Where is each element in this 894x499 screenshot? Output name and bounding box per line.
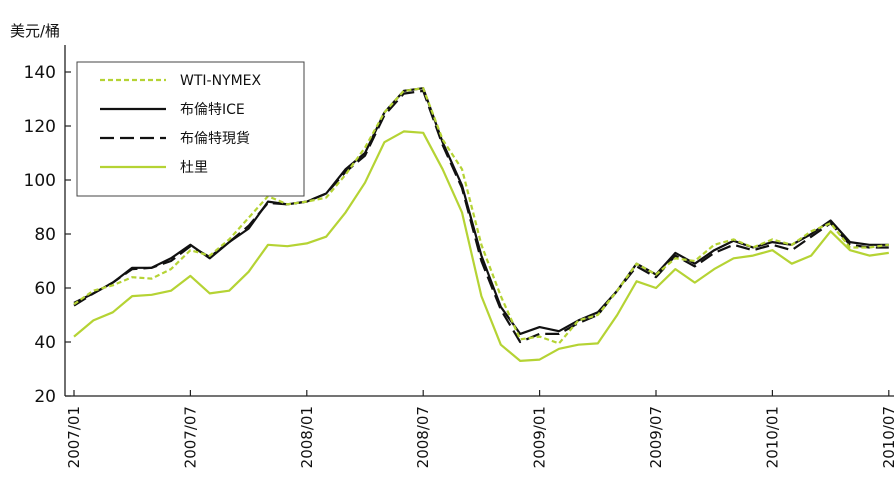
x-tick-label: 2008/01 (298, 406, 316, 468)
y-tick-label: 60 (34, 279, 56, 299)
y-tick-label: 120 (24, 117, 56, 137)
x-tick-label: 2007/01 (65, 406, 83, 468)
y-axis-label: 美元/桶 (10, 22, 60, 40)
series-line-3 (73, 130, 889, 362)
x-tick-label: 2008/07 (414, 406, 432, 468)
y-tick-label: 140 (24, 63, 56, 83)
legend-label-3: 杜里 (180, 160, 208, 176)
series-line-2 (73, 89, 889, 344)
legend-label-2: 布倫特現貨 (180, 130, 250, 147)
series-line-1 (73, 87, 889, 335)
y-tick-label: 40 (34, 333, 56, 353)
x-tick-label: 2009/07 (647, 406, 665, 468)
series-line-0 (73, 87, 889, 345)
x-tick-label: 2009/01 (531, 406, 549, 468)
legend-box (76, 61, 305, 197)
x-tick-label: 2010/01 (763, 406, 781, 468)
legend-label-0: WTI-NYMEX (180, 73, 262, 89)
y-tick-label: 80 (34, 225, 56, 245)
x-tick-label: 2007/07 (181, 406, 199, 468)
legend-label-1: 布倫特ICE (180, 102, 245, 118)
axes: 20 40 60 80 100 120 140 2007/01 2007/07 2008/01 20… (24, 45, 894, 468)
y-tick-label: 20 (34, 387, 56, 407)
y-tick-label: 100 (24, 171, 56, 191)
series-lines (73, 87, 889, 362)
x-tick-label: 2010/07 (880, 406, 894, 468)
